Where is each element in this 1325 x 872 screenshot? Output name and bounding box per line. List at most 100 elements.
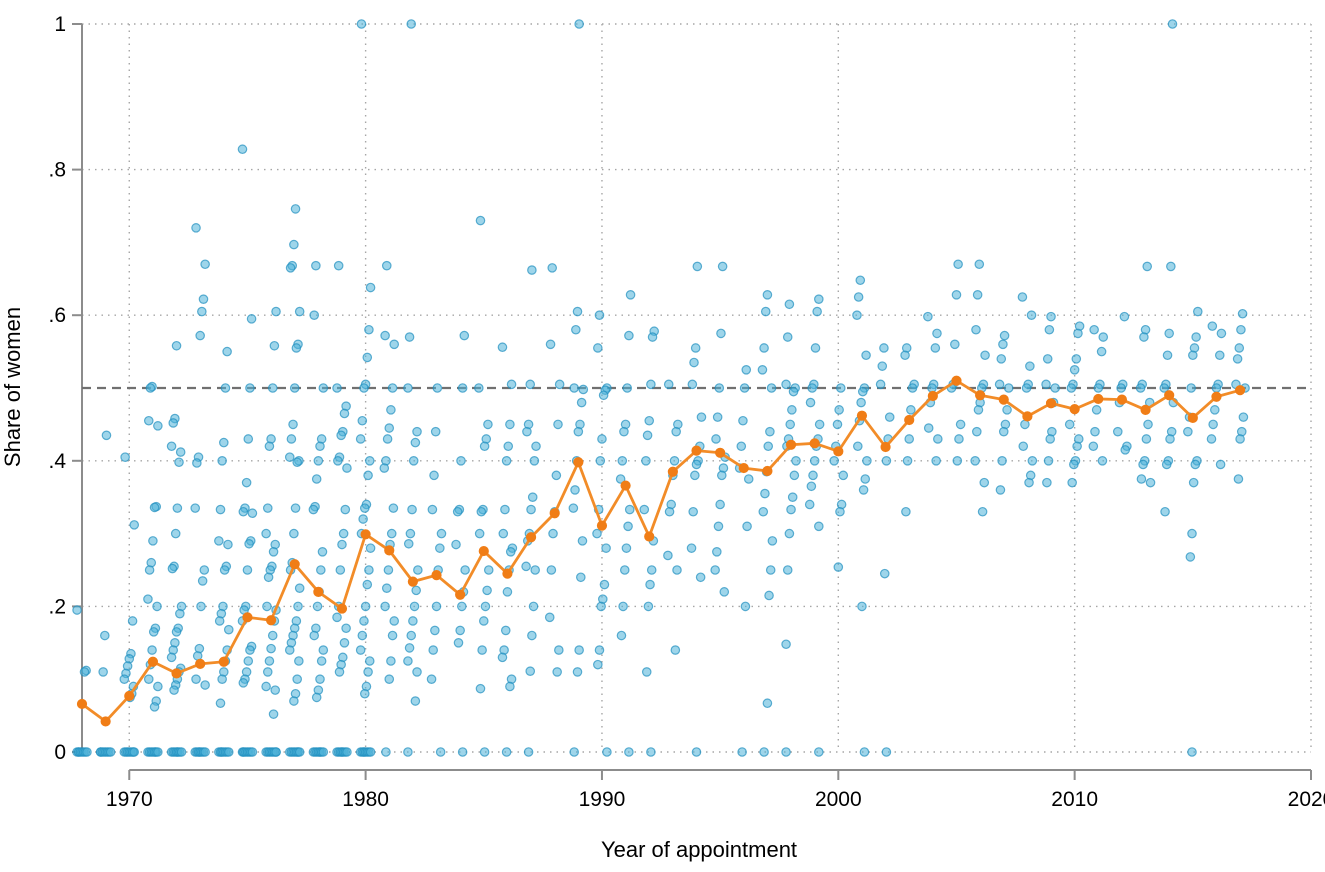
scatter-point	[153, 747, 163, 757]
scatter-point	[403, 747, 413, 757]
scatter-point	[784, 528, 795, 539]
scatter-point	[1025, 361, 1035, 371]
scatter-point	[1002, 405, 1012, 415]
scatter-point	[714, 383, 725, 393]
scatter-point	[624, 504, 635, 515]
scatter-point	[857, 386, 868, 397]
scatter-point	[757, 364, 768, 375]
scatter-point	[570, 485, 580, 495]
scatter-point	[979, 477, 990, 488]
scatter-point	[576, 397, 587, 408]
scatter-point	[1233, 474, 1244, 484]
scatter-point	[791, 455, 801, 466]
scatter-point	[317, 546, 328, 557]
scatter-point	[153, 421, 163, 431]
mean-point	[549, 508, 560, 519]
scatter-point	[379, 463, 390, 473]
mean-point	[1187, 412, 1198, 423]
scatter-point	[758, 506, 769, 517]
mean-point	[644, 531, 655, 542]
mean-point	[1140, 404, 1151, 415]
scatter-point	[569, 747, 579, 757]
scatter-point	[309, 630, 320, 641]
scatter-point	[333, 260, 344, 271]
scatter-point	[98, 667, 108, 677]
scatter-point	[311, 692, 322, 703]
scatter-point	[246, 314, 257, 324]
scatter-point	[951, 290, 962, 300]
scatter-point	[432, 383, 443, 393]
scatter-point	[595, 455, 606, 466]
mean-point	[1045, 398, 1057, 409]
scatter-point	[506, 379, 517, 390]
scatter-point	[200, 680, 210, 690]
scatter-point	[906, 405, 916, 415]
scatter-point	[1166, 261, 1176, 272]
scatter-point	[1072, 441, 1082, 452]
scatter-point	[500, 625, 511, 636]
scatter-point	[215, 698, 226, 709]
scatter-point	[644, 415, 655, 426]
mean-point	[336, 603, 348, 614]
scatter-point	[408, 616, 418, 626]
mean-point	[1093, 393, 1104, 405]
scatter-point	[430, 625, 440, 636]
scatter-point	[762, 290, 773, 300]
scatter-point	[1185, 552, 1196, 562]
scatter-point	[269, 340, 280, 351]
scatter-point	[389, 616, 400, 626]
mean-point	[195, 658, 206, 670]
mean-point	[762, 465, 773, 477]
scatter-point	[175, 447, 186, 457]
mean-point	[76, 698, 88, 710]
scatter-point	[781, 747, 791, 757]
scatter-point	[127, 616, 138, 626]
scatter-point	[357, 630, 368, 641]
scatter-point	[268, 546, 279, 557]
scatter-point	[923, 311, 933, 322]
scatter-point	[857, 601, 867, 612]
mean-point	[384, 545, 395, 556]
scatter-point	[219, 437, 229, 448]
scatter-point	[171, 340, 182, 351]
scatter-point	[1042, 477, 1052, 488]
scatter-point	[862, 455, 872, 466]
scatter-point	[436, 528, 447, 539]
scatter-point	[214, 616, 225, 626]
x-tick-label: 1970	[106, 788, 153, 811]
scatter-point	[237, 144, 248, 155]
scatter-point	[359, 616, 369, 626]
scatter-point	[980, 350, 990, 361]
scatter-point	[198, 294, 209, 304]
x-tick-label: 1980	[342, 788, 389, 811]
scatter-point	[271, 747, 281, 757]
scatter-point	[217, 455, 227, 466]
scatter-point	[292, 457, 302, 468]
scatter-point	[1191, 332, 1201, 342]
mean-point	[431, 569, 442, 581]
scatter-point	[480, 601, 491, 612]
scatter-point	[238, 506, 249, 517]
scatter-point	[289, 383, 300, 393]
scatter-point	[574, 645, 584, 655]
scatter-point	[170, 528, 181, 539]
scatter-point	[384, 674, 395, 684]
scatter-point	[624, 330, 634, 341]
scatter-point	[289, 239, 299, 250]
scatter-point	[1064, 419, 1075, 430]
scatter-point	[691, 459, 702, 470]
scatter-point	[1042, 354, 1053, 364]
scatter-point	[292, 674, 302, 684]
scatter-point	[384, 423, 395, 433]
scatter-point	[482, 585, 492, 596]
scatter-point	[834, 405, 844, 415]
scatter-point	[1138, 459, 1148, 470]
mean-point	[880, 441, 891, 453]
scatter-point	[1017, 292, 1028, 302]
axes-layer: 0 .2 .4 .6 .8 1 1970 1980 1990 2000 2010 2020	[48, 13, 1325, 811]
scatter-point	[176, 747, 187, 757]
scatter-point	[410, 437, 421, 448]
scatter-point	[247, 508, 258, 519]
scatter-point	[406, 630, 417, 641]
mean-point	[525, 532, 537, 543]
